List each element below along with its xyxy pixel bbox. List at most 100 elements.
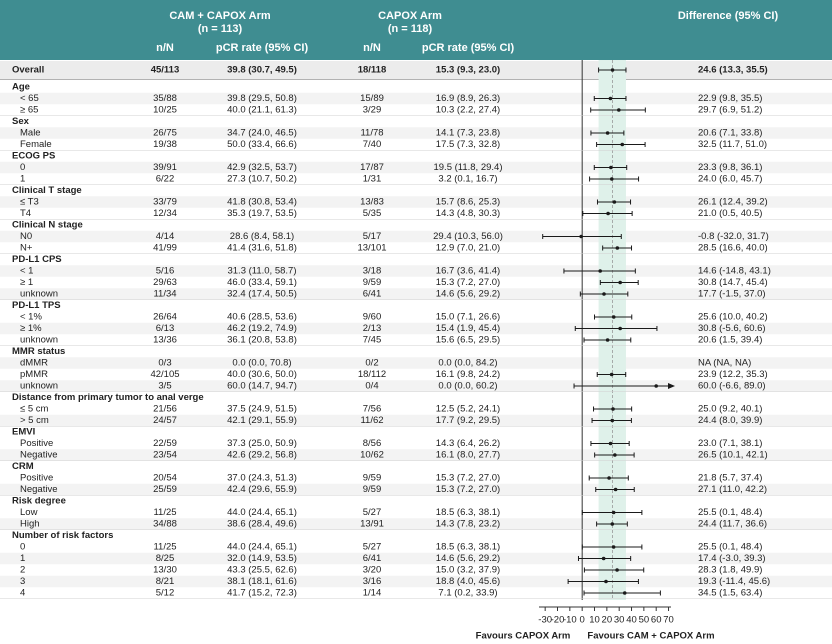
row-stripe (0, 380, 832, 392)
cam-n: 33/79 (153, 197, 177, 208)
point-estimate (598, 269, 602, 273)
row-stripe (0, 92, 832, 105)
cam-n: 26/75 (153, 128, 177, 139)
capox-rate: 18.5 (6.3, 38.1) (436, 507, 500, 518)
cam-rate: 36.1 (20.8, 53.8) (227, 335, 297, 346)
capox-rate: 17.7 (9.2, 29.5) (436, 415, 500, 426)
difference-label: 22.9 (9.8, 35.5) (698, 93, 762, 104)
difference-label: 25.5 (0.1, 48.4) (698, 507, 762, 518)
x-tick-label: 50 (639, 615, 650, 626)
capox-n: 5/27 (363, 507, 382, 518)
point-estimate (606, 211, 610, 216)
capox-n: 10/62 (360, 450, 384, 461)
difference-label: 17.7 (-1.5, 37.0) (698, 289, 766, 300)
capox-rate: 15.3 (7.2, 27.0) (436, 277, 500, 288)
capox-n: 2/13 (363, 323, 382, 334)
cam-n: 20/54 (153, 473, 177, 484)
capox-n: 5/17 (363, 231, 382, 242)
cam-n: 42/105 (150, 369, 179, 380)
capox-rate: 14.1 (7.3, 23.8) (436, 128, 500, 139)
capox-rate: 14.3 (4.8, 30.3) (436, 208, 500, 219)
row-label: pMMR (20, 369, 48, 380)
cam-n: 10/25 (153, 105, 177, 116)
cam-n: 11/25 (153, 507, 176, 518)
x-label-left: Favours CAPOX Arm (476, 631, 571, 642)
difference-label: 25.0 (9.2, 40.1) (698, 404, 762, 415)
row-label: < 65 (20, 93, 39, 104)
capox-n: 3/18 (363, 266, 382, 277)
point-estimate (607, 476, 611, 480)
cam-rate: 28.6 (8.4, 58.1) (230, 231, 294, 242)
row-label: ≤ T3 (20, 197, 39, 208)
cam-n: 11/25 (153, 542, 176, 553)
point-estimate (608, 441, 613, 446)
x-tick-label: -10 (563, 615, 577, 626)
point-estimate (609, 372, 614, 377)
cam-rate: 37.0 (24.3, 51.3) (227, 473, 297, 484)
difference-label: 23.9 (12.2, 35.3) (698, 369, 768, 380)
row-label: 0 (20, 542, 25, 553)
capox-n: 7/40 (363, 139, 382, 150)
group-label: EMVI (12, 427, 35, 438)
capox-rate: 15.3 (7.2, 27.0) (436, 484, 500, 495)
x-tick-label: -20 (551, 615, 565, 626)
cam-n: 0/3 (158, 358, 171, 369)
cam-n: 19/38 (153, 139, 177, 150)
difference-label: 14.6 (-14.8, 43.1) (698, 266, 771, 277)
row-label: dMMR (20, 358, 48, 369)
row-label: 4 (20, 588, 25, 599)
group-label: ECOG PS (12, 151, 55, 162)
difference-label: 26.1 (12.4, 39.2) (698, 197, 768, 208)
difference-label: 60.0 (-6.6, 89.0) (698, 381, 766, 392)
row-label: T4 (20, 208, 31, 219)
point-estimate (610, 418, 615, 423)
capox-n: 0/4 (365, 381, 378, 392)
column-header: pCR rate (95% CI) (422, 42, 515, 54)
cam-rate: 34.7 (24.0, 46.5) (227, 128, 297, 139)
group-label: Risk degree (12, 496, 66, 507)
cam-n: 26/64 (153, 312, 177, 323)
row-stripe (0, 265, 832, 277)
cam-rate: 44.0 (24.4, 65.1) (227, 542, 297, 553)
capox-n: 9/60 (363, 312, 382, 323)
header-text: (n = 113) (198, 23, 243, 35)
header-text: CAM + CAPOX Arm (169, 10, 271, 22)
point-estimate (604, 579, 608, 584)
capox-n: 3/29 (363, 105, 382, 116)
cam-rate: 39.8 (29.5, 50.8) (227, 93, 297, 104)
row-label: ≤ 5 cm (20, 404, 49, 415)
row-label: Low (20, 507, 38, 518)
capox-n: 17/87 (360, 162, 384, 173)
cam-rate: 40.6 (28.5, 53.6) (227, 312, 297, 323)
difference-label: 24.0 (6.0, 45.7) (698, 174, 762, 185)
column-header: pCR rate (95% CI) (216, 42, 309, 54)
point-estimate (611, 510, 616, 515)
row-stripe (0, 161, 832, 174)
cam-rate: 46.2 (19.2, 74.9) (227, 323, 297, 334)
difference-label: 30.8 (-5.6, 60.6) (698, 323, 766, 334)
row-stripe (0, 230, 832, 243)
cam-n: 8/25 (156, 553, 175, 564)
x-tick-label: 60 (651, 615, 662, 626)
x-tick-label: 40 (626, 615, 637, 626)
row-stripe (0, 518, 832, 530)
row-label: 2 (20, 565, 25, 576)
group-label: MMR status (12, 346, 65, 357)
cam-n: 11/34 (153, 289, 176, 300)
point-estimate (610, 522, 615, 526)
capox-rate: 15.6 (6.5, 29.5) (436, 335, 500, 346)
difference-label: 34.5 (1.5, 63.4) (698, 588, 762, 599)
cam-n: 12/34 (153, 208, 177, 219)
capox-n: 7/56 (363, 404, 382, 415)
difference-label: 17.4 (-3.0, 39.3) (698, 553, 766, 564)
capox-rate: 12.9 (7.0, 21.0) (436, 243, 500, 254)
difference-label: 24.6 (13.3, 35.5) (698, 65, 768, 76)
row-label: N0 (20, 231, 32, 242)
capox-rate: 14.6 (5.6, 29.2) (436, 553, 500, 564)
capox-rate: 7.1 (0.2, 33.9) (438, 588, 497, 599)
point-estimate (605, 338, 610, 342)
row-label: Positive (20, 438, 53, 449)
row-label: 1 (20, 553, 25, 564)
capox-rate: 0.0 (0.0, 60.2) (438, 381, 497, 392)
row-stripe (0, 483, 832, 496)
